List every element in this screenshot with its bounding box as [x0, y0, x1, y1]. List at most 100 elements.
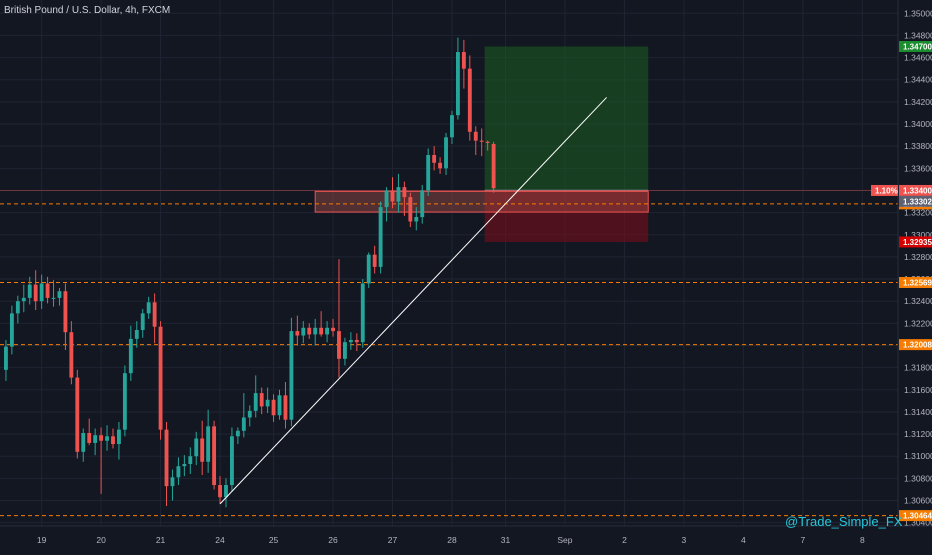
time-tick-label[interactable]: 25 [269, 535, 279, 545]
price-tick-label[interactable]: 1.34000 [904, 119, 932, 129]
candle-body [259, 393, 264, 407]
candle-body [319, 327, 324, 335]
price-badge [899, 236, 932, 248]
price-tick-label[interactable]: 1.30600 [904, 496, 932, 506]
price-tick-label[interactable]: 1.30800 [904, 473, 932, 483]
price-tick-label[interactable]: 1.31200 [904, 429, 932, 439]
candle-body [45, 283, 50, 298]
candle-body [438, 162, 443, 169]
price-tick-label[interactable]: 1.33600 [904, 163, 932, 173]
time-tick-label[interactable]: 8 [860, 535, 865, 545]
price-tick-label[interactable]: 1.33000 [904, 230, 932, 240]
candle-body [39, 283, 44, 302]
stop-zone[interactable] [484, 190, 649, 242]
price-tick-label[interactable]: 1.33200 [904, 208, 932, 218]
time-tick-label[interactable]: 20 [96, 535, 106, 545]
candle-body [372, 254, 377, 267]
price-tick-label[interactable]: 1.33800 [904, 141, 932, 151]
candle-body [253, 393, 258, 411]
candle-body [467, 68, 472, 132]
candle-body [348, 339, 353, 343]
price-tick-label[interactable]: 1.32400 [904, 296, 932, 306]
candle-body [235, 430, 240, 437]
price-tick-label[interactable]: 1.31000 [904, 451, 932, 461]
price-tick-label[interactable]: 1.31400 [904, 407, 932, 417]
symbol-title[interactable]: British Pound / U.S. Dollar, 4h, FXCM [4, 5, 170, 16]
price-badge-label: 1.32935 [903, 238, 932, 247]
candle-body [313, 327, 318, 335]
price-tick-label[interactable]: 1.31800 [904, 363, 932, 373]
supply-zone-rectangle[interactable] [314, 190, 649, 213]
price-tick-label[interactable]: 1.32200 [904, 318, 932, 328]
candle-body [15, 301, 20, 314]
candle-body [200, 438, 205, 462]
candle-body [69, 332, 74, 378]
candle-body [170, 477, 175, 487]
candle-body [99, 435, 104, 441]
time-tick-label[interactable]: 21 [156, 535, 166, 545]
price-tick-label[interactable]: 1.34800 [904, 30, 932, 40]
candle-body [51, 297, 56, 299]
time-tick-label[interactable]: 26 [328, 535, 338, 545]
price-tick-label[interactable]: 1.32800 [904, 252, 932, 262]
candle-body [241, 417, 246, 431]
candle-body [354, 339, 359, 343]
time-axis-ticks[interactable]: 19 20 21 24 25 26 27 28 31 Sep 2 3 4 7 8 [37, 535, 865, 545]
candle-body [485, 141, 490, 143]
candle-body [81, 432, 86, 452]
price-badge-label: 1.32008 [903, 341, 932, 350]
price-tick-label[interactable]: 1.30400 [904, 518, 932, 528]
candle-body [360, 283, 365, 343]
time-tick-label[interactable]: 2 [622, 535, 627, 545]
candle-body [111, 436, 115, 445]
time-tick-label[interactable]: 28 [447, 535, 457, 545]
price-tick-label[interactable]: 1.34400 [904, 75, 932, 85]
price-tick-label[interactable]: 1.31600 [904, 385, 932, 395]
price-badge-label: 1.33400 [903, 186, 932, 195]
candle-body [21, 297, 26, 302]
candle-body [218, 485, 222, 498]
position-zones[interactable] [314, 46, 649, 242]
time-tick-label[interactable]: 24 [215, 535, 225, 545]
time-axis-background [0, 526, 932, 550]
candle-body [342, 342, 347, 359]
time-tick-label[interactable]: 4 [741, 535, 746, 545]
percent-badge-label: 1.10% [875, 186, 898, 195]
candle-body [426, 155, 431, 191]
time-tick-label[interactable]: 3 [682, 535, 687, 545]
price-tick-label[interactable]: 1.35000 [904, 8, 932, 18]
ascending-trend-line[interactable] [219, 97, 607, 505]
candle-body [4, 346, 8, 370]
time-tick-label[interactable]: 19 [37, 535, 47, 545]
price-tick-label[interactable]: 1.34200 [904, 97, 932, 107]
time-tick-label[interactable]: 7 [800, 535, 805, 545]
time-tick-label[interactable]: 27 [388, 535, 398, 545]
candle-body [224, 485, 228, 498]
candle-body [152, 302, 157, 327]
price-badge-label: 1.34700 [903, 43, 932, 52]
candle-body [289, 331, 294, 420]
price-axis-ticks[interactable]: 1.35000 1.34800 1.34600 1.34400 1.34200 1.340… [904, 8, 932, 527]
candle-body [479, 140, 484, 142]
candle-body [247, 410, 252, 418]
candle-body [378, 207, 383, 267]
time-tick-label[interactable]: 31 [501, 535, 511, 545]
candle-body [408, 197, 413, 222]
level-lines[interactable] [0, 190, 898, 517]
candle-body [461, 52, 466, 69]
price-badge [899, 41, 932, 53]
candle-body [271, 399, 276, 416]
trend-line[interactable] [219, 97, 607, 505]
time-tick-label[interactable]: Sep [557, 535, 572, 545]
price-badge-label: 1.30464 [903, 512, 932, 521]
candle-body [265, 399, 270, 407]
target-zone[interactable] [484, 46, 649, 191]
candle-body [473, 131, 478, 141]
candle-body [491, 143, 496, 189]
candle-body [63, 291, 68, 333]
price-tick-label[interactable]: 1.34600 [904, 53, 932, 63]
candle-body [384, 190, 389, 208]
